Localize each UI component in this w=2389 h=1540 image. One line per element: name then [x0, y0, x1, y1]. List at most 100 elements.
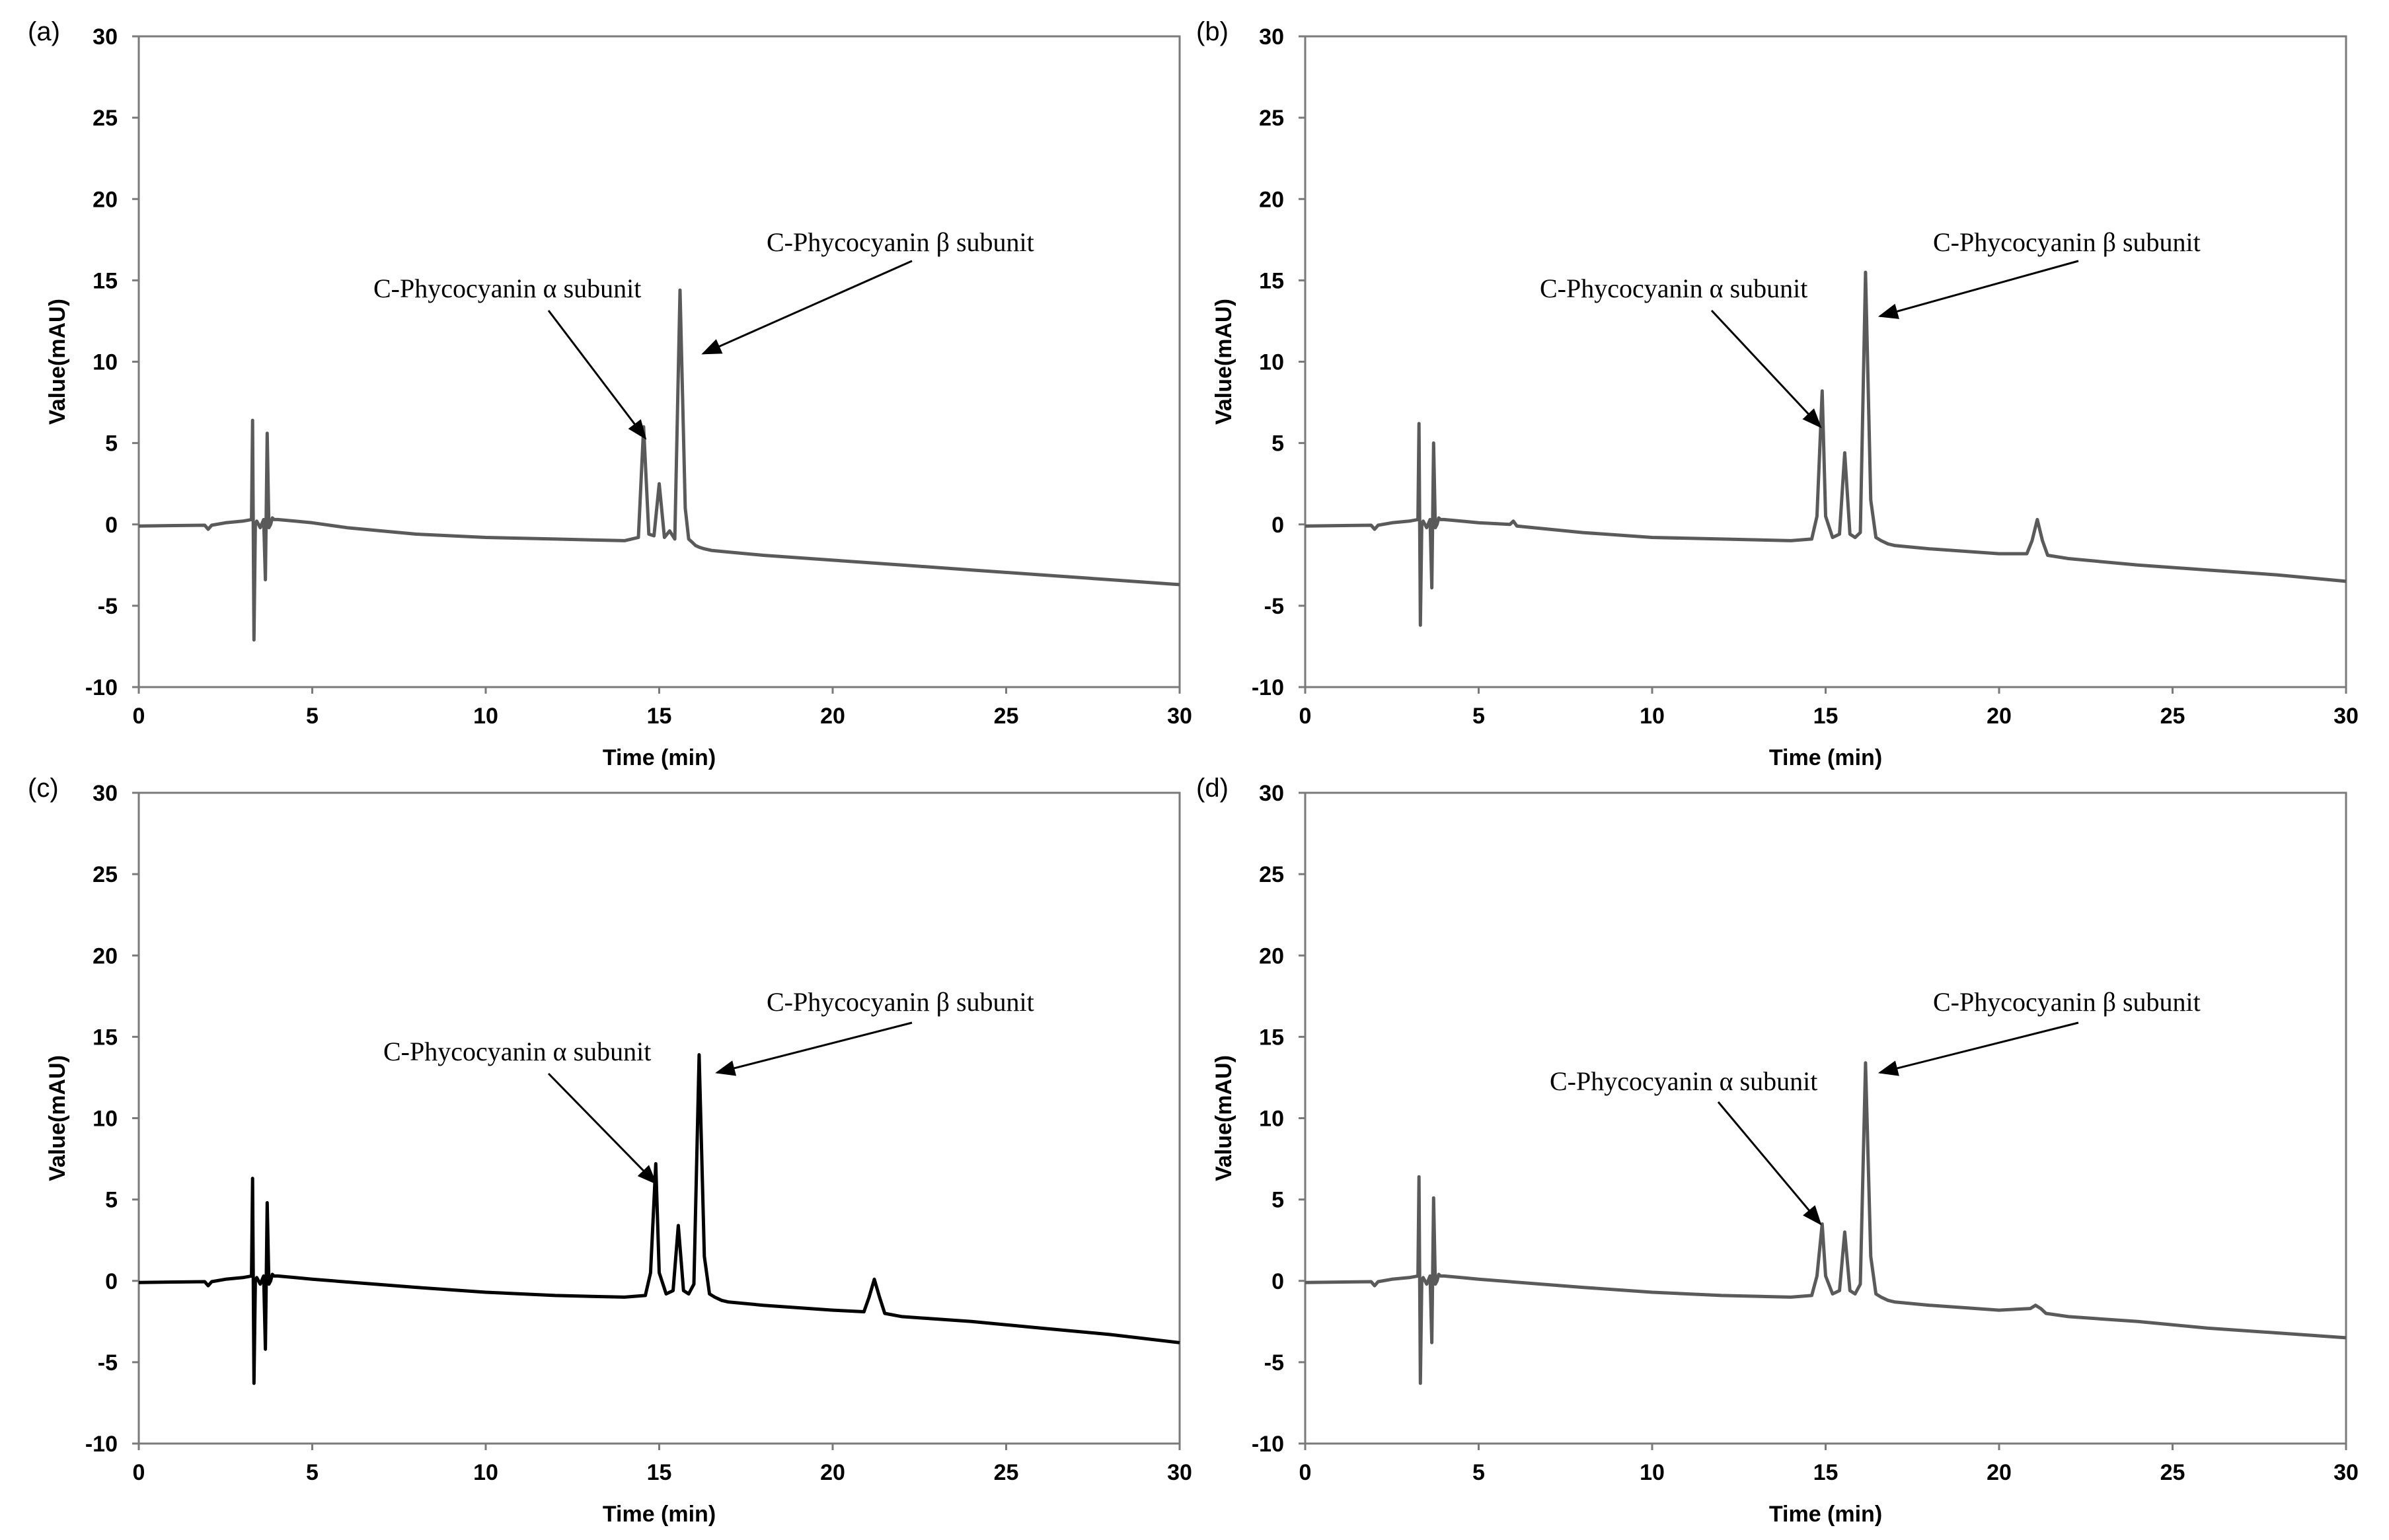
annotation-beta-arrow: [701, 260, 913, 355]
x-tick-label: 0: [1299, 1460, 1312, 1485]
panel-label: (c): [28, 774, 59, 803]
x-tick-label: 0: [133, 1460, 145, 1485]
x-tick-label: 20: [1987, 704, 2012, 729]
x-tick-label: 25: [994, 1460, 1019, 1485]
x-axis-label: Time (min): [603, 1502, 716, 1527]
series-line-chromatogram: [138, 288, 1180, 642]
x-tick-label: 15: [647, 1460, 672, 1485]
series-line-chromatogram: [1305, 1061, 2347, 1385]
x-tick-label: 30: [2333, 704, 2359, 729]
y-tick-label: 30: [93, 24, 118, 50]
y-tick-label: 20: [1259, 187, 1284, 212]
y-tick-label: 10: [1259, 350, 1284, 375]
annotation-beta-arrow: [715, 1021, 913, 1076]
x-tick-label: 30: [1167, 1460, 1192, 1485]
y-tick-label: 15: [93, 268, 118, 293]
y-tick-label: 25: [93, 106, 118, 131]
annotation-alpha-label: C-Phycocyanin α subunit: [383, 1037, 651, 1066]
x-tick-label: 15: [1813, 1460, 1839, 1485]
chart-panel-d: (d) -10 -5 0 5 10 15 20 25 30 0 5 10 15 20 25 30 Time (mi…: [1196, 774, 2359, 1527]
panel-label: (a): [28, 17, 60, 46]
series-line-chromatogram: [1305, 270, 2347, 627]
y-tick-label: -5: [1264, 594, 1284, 619]
annotation-beta-arrow: [1877, 260, 2079, 319]
annotation-alpha-arrow: [1710, 309, 1822, 429]
y-tick-label: 15: [1259, 1025, 1284, 1050]
y-tick-label: 10: [1259, 1107, 1284, 1132]
annotation-beta-arrow: [1877, 1021, 2079, 1076]
annotation-alpha-label: C-Phycocyanin α subunit: [1550, 1066, 1817, 1096]
y-tick-label: -10: [85, 675, 118, 700]
y-tick-label: 15: [1259, 268, 1284, 293]
y-tick-label: 20: [93, 187, 118, 212]
annotation-alpha-label: C-Phycocyanin α subunit: [1540, 274, 1807, 303]
x-axis-label: Time (min): [603, 745, 716, 770]
x-axis-label: Time (min): [1769, 745, 1882, 770]
chart-panel-b: (b) -10 -5 0 5 10 15 20 25 30 0 5 10 15 20 25 30 Time (mi…: [1196, 17, 2359, 770]
y-tick-label: 25: [93, 862, 118, 887]
y-tick-label: 5: [1271, 431, 1284, 457]
y-axis-label: Value(mAU): [1211, 1055, 1236, 1181]
x-tick-label: 15: [1813, 704, 1839, 729]
x-tick-label: 20: [820, 1460, 845, 1485]
y-tick-label: -5: [98, 1350, 118, 1375]
y-tick-label: 5: [105, 431, 118, 457]
x-tick-label: 10: [1640, 704, 1665, 729]
x-tick-label: 25: [2160, 1460, 2185, 1485]
x-tick-label: 30: [1167, 704, 1192, 729]
x-tick-label: 20: [1987, 1460, 2012, 1485]
y-tick-label: 30: [93, 781, 118, 806]
x-axis-label: Time (min): [1769, 1502, 1882, 1527]
x-tick-label: 5: [1472, 704, 1485, 729]
y-axis-label: Value(mAU): [45, 299, 70, 425]
x-tick-label: 25: [994, 704, 1019, 729]
y-tick-label: 5: [1271, 1188, 1284, 1213]
y-tick-label: 0: [105, 513, 118, 538]
y-tick-label: 0: [1271, 513, 1284, 538]
y-tick-label: -10: [85, 1432, 118, 1457]
x-tick-label: 5: [306, 704, 319, 729]
y-tick-label: -10: [1252, 675, 1284, 700]
x-tick-label: 15: [647, 704, 672, 729]
y-tick-label: 20: [1259, 943, 1284, 969]
y-tick-label: 30: [1259, 781, 1284, 806]
annotation-beta-label: C-Phycocyanin β subunit: [767, 227, 1034, 257]
x-tick-label: 0: [133, 704, 145, 729]
y-tick-label: 25: [1259, 862, 1284, 887]
annotation-alpha-arrow: [547, 310, 647, 440]
annotation-alpha-label: C-Phycocyanin α subunit: [373, 274, 641, 303]
chart-panel-a: (a) -10 -5 0 5 10 15 20 25 30 0 5 10 15 20 25 30 Time (mi…: [28, 17, 1192, 770]
y-tick-label: -5: [1264, 1350, 1284, 1375]
series-line-chromatogram: [138, 1053, 1180, 1385]
y-tick-label: -5: [98, 594, 118, 619]
chart-panel-c: (c) -10 -5 0 5 10 15 20 25 30 0 5 10 15 20 25 30 Time (mi…: [28, 774, 1192, 1527]
panel-label: (b): [1196, 17, 1229, 46]
x-tick-label: 10: [473, 1460, 498, 1485]
y-tick-label: 20: [93, 943, 118, 969]
y-tick-label: -10: [1252, 1432, 1284, 1457]
y-tick-label: 15: [93, 1025, 118, 1050]
panel-label: (d): [1196, 774, 1229, 803]
x-tick-label: 20: [820, 704, 845, 729]
y-axis-label: Value(mAU): [45, 1055, 70, 1181]
x-tick-label: 5: [1472, 1460, 1485, 1485]
annotation-alpha-arrow: [547, 1072, 658, 1185]
y-tick-label: 30: [1259, 24, 1284, 50]
x-tick-label: 10: [473, 704, 498, 729]
x-tick-label: 5: [306, 1460, 319, 1485]
y-axis-label: Value(mAU): [1211, 299, 1236, 425]
annotation-beta-label: C-Phycocyanin β subunit: [767, 987, 1034, 1017]
annotation-alpha-arrow: [1717, 1101, 1822, 1226]
y-tick-label: 0: [105, 1269, 118, 1294]
x-tick-label: 25: [2160, 704, 2185, 729]
annotation-beta-label: C-Phycocyanin β subunit: [1933, 227, 2201, 257]
y-tick-label: 0: [1271, 1269, 1284, 1294]
x-tick-label: 0: [1299, 704, 1312, 729]
y-tick-label: 10: [93, 350, 118, 375]
annotation-beta-label: C-Phycocyanin β subunit: [1933, 987, 2201, 1017]
y-tick-label: 25: [1259, 106, 1284, 131]
x-tick-label: 30: [2333, 1460, 2359, 1485]
x-tick-label: 10: [1640, 1460, 1665, 1485]
